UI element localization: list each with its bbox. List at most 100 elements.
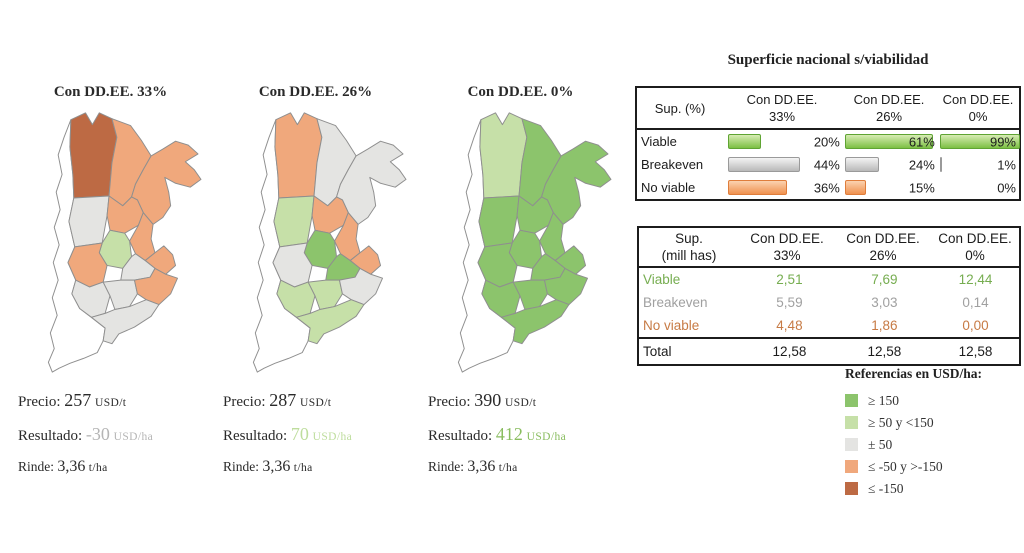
row-label: Breakeven xyxy=(643,295,708,310)
rinde-unit: t/ha xyxy=(88,462,108,474)
column-header-33: Con DD.EE. 33% xyxy=(750,231,824,263)
precio-unit: USD/t xyxy=(300,397,332,409)
pct-value: 20% xyxy=(813,134,840,149)
map-title: Con DD.EE. 33% xyxy=(53,84,168,100)
table-row-no-viable: No viable 36% 15% 0% xyxy=(637,176,1019,199)
area-value: 7,69 xyxy=(871,272,898,287)
pct-value: 1% xyxy=(997,157,1016,172)
map-stats: Precio: 390 USD/t Resultado: 412 USD/ha … xyxy=(418,390,623,476)
map-region-D xyxy=(478,195,520,248)
precio-unit: USD/t xyxy=(505,397,537,409)
table-row-breakeven: Breakeven 5,59 3,03 0,14 xyxy=(639,291,1019,314)
viable-bar xyxy=(844,134,933,149)
resultado-unit: USD/ha xyxy=(113,431,154,443)
table-row-viable: Viable 20% 61% 99% xyxy=(637,130,1020,153)
legend-label: ≤ -150 xyxy=(868,480,904,496)
pct-cell: 0% xyxy=(938,176,1019,199)
argentina-choropleth-map xyxy=(457,112,612,373)
legend-swatch-neg50-150 xyxy=(845,460,858,473)
table-superficie-mill-has: Sup. (mill has) Con DD.EE. 33% Con DD.EE. 2… xyxy=(637,226,1021,366)
precio-value: 390 xyxy=(474,390,502,410)
resultado-value: 412 xyxy=(495,424,523,444)
area-value: 4,48 xyxy=(776,318,803,333)
area-value: 12,44 xyxy=(958,272,993,287)
precio-value: 257 xyxy=(64,390,92,410)
resultado-colored: -30 USD/ha xyxy=(86,424,154,444)
area-value: 2,51 xyxy=(776,272,803,287)
area-value: 0,14 xyxy=(962,295,989,310)
legend-swatch-le-neg150 xyxy=(845,482,858,495)
area-value: 5,59 xyxy=(776,295,803,310)
area-value: 1,86 xyxy=(871,318,898,333)
rinde-value: 3,36 xyxy=(467,458,496,475)
map-stats: Precio: 287 USD/t Resultado: 70 USD/ha R… xyxy=(213,390,418,476)
pct-cell: 15% xyxy=(843,176,938,199)
pct-value: 24% xyxy=(908,157,935,172)
no-viable-bar xyxy=(728,180,787,195)
rinde-label: Rinde: xyxy=(18,459,54,474)
legend-item: ≥ 150 xyxy=(845,393,982,408)
table-row-total: Total 12,58 12,58 12,58 xyxy=(639,337,1019,364)
legend: Referencias en USD/ha: ≥ 150 ≥ 50 y <150… xyxy=(845,366,982,503)
resultado-line: Resultado: -30 USD/ha xyxy=(18,424,213,445)
breakeven-bar xyxy=(728,157,801,172)
pct-value: 99% xyxy=(989,134,1016,149)
table-superficie-pct: Sup. (%) Con DD.EE. 33% Con DD.EE. 26% Con… xyxy=(635,86,1021,201)
legend-label: ± 50 xyxy=(868,436,893,452)
pct-value: 15% xyxy=(908,180,935,195)
legend-label: ≥ 50 y <150 xyxy=(868,414,934,430)
row-label: Viable xyxy=(643,272,681,287)
resultado-unit: USD/ha xyxy=(312,431,353,443)
table-header: Sup. (mill has) Con DD.EE. 33% Con DD.EE. 2… xyxy=(639,228,1019,268)
column-header-26: Con DD.EE. 26% xyxy=(853,92,925,124)
table-row-viable: Viable 2,51 7,69 12,44 xyxy=(639,268,1019,291)
table-row-breakeven: Breakeven 44% 24% 1% xyxy=(637,153,1019,176)
total-value: 12,58 xyxy=(772,344,807,359)
row-label: No viable xyxy=(643,318,700,333)
resultado-unit: USD/ha xyxy=(526,431,567,443)
map-block-ddee-0: Con DD.EE. 0% Precio: 390 USD/t Resultad… xyxy=(418,84,623,489)
total-value: 12,58 xyxy=(867,344,902,359)
pct-value: 61% xyxy=(908,134,935,149)
resultado-line: Resultado: 70 USD/ha xyxy=(223,424,418,445)
rinde-unit: t/ha xyxy=(498,462,518,474)
resultado-value: 70 xyxy=(290,424,309,444)
rinde-label: Rinde: xyxy=(223,459,259,474)
precio-line: Precio: 390 USD/t xyxy=(428,390,623,411)
map-region-L xyxy=(102,279,138,310)
column-header-33: Con DD.EE. 33% xyxy=(746,92,818,124)
rinde-value: 3,36 xyxy=(262,458,291,475)
precio-label: Precio: xyxy=(223,394,266,410)
legend-label: ≤ -50 y >-150 xyxy=(868,458,943,474)
pct-cell: 61% xyxy=(843,130,938,153)
legend-item: ≥ 50 y <150 xyxy=(845,415,982,430)
map-region-D xyxy=(68,195,110,248)
map-block-ddee-33: Con DD.EE. 33% Precio: 257 USD/t Resulta… xyxy=(8,84,213,489)
legend-swatch-ge150 xyxy=(845,394,858,407)
pct-cell: 36% xyxy=(726,176,843,199)
legend-item: ≤ -50 y >-150 xyxy=(845,459,982,474)
pct-value: 0% xyxy=(997,180,1016,195)
pct-cell: 99% xyxy=(938,130,1020,153)
rinde-unit: t/ha xyxy=(293,462,313,474)
row-label: Total xyxy=(643,344,672,359)
resultado-label: Resultado: xyxy=(223,428,288,444)
legend-swatch-pm50 xyxy=(845,438,858,451)
rinde-line: Rinde: 3,36 t/ha xyxy=(223,458,418,476)
viable-bar xyxy=(728,134,761,149)
pct-value: 44% xyxy=(813,157,840,172)
map-region-M xyxy=(133,267,178,306)
resultado-colored: 70 USD/ha xyxy=(291,424,353,444)
map-block-ddee-26: Con DD.EE. 26% Precio: 287 USD/t Resulta… xyxy=(213,84,418,489)
argentina-choropleth-map xyxy=(252,112,407,373)
rinde-line: Rinde: 3,36 t/ha xyxy=(18,458,213,476)
no-viable-bar xyxy=(844,180,867,195)
resultado-line: Resultado: 412 USD/ha xyxy=(428,424,623,445)
resultado-colored: 412 USD/ha xyxy=(496,424,567,444)
total-value: 12,58 xyxy=(958,344,993,359)
column-header-0: Con DD.EE. 0% xyxy=(942,92,1014,124)
resultado-label: Resultado: xyxy=(428,428,493,444)
row-label: Viable xyxy=(641,134,677,149)
precio-unit: USD/t xyxy=(95,397,127,409)
